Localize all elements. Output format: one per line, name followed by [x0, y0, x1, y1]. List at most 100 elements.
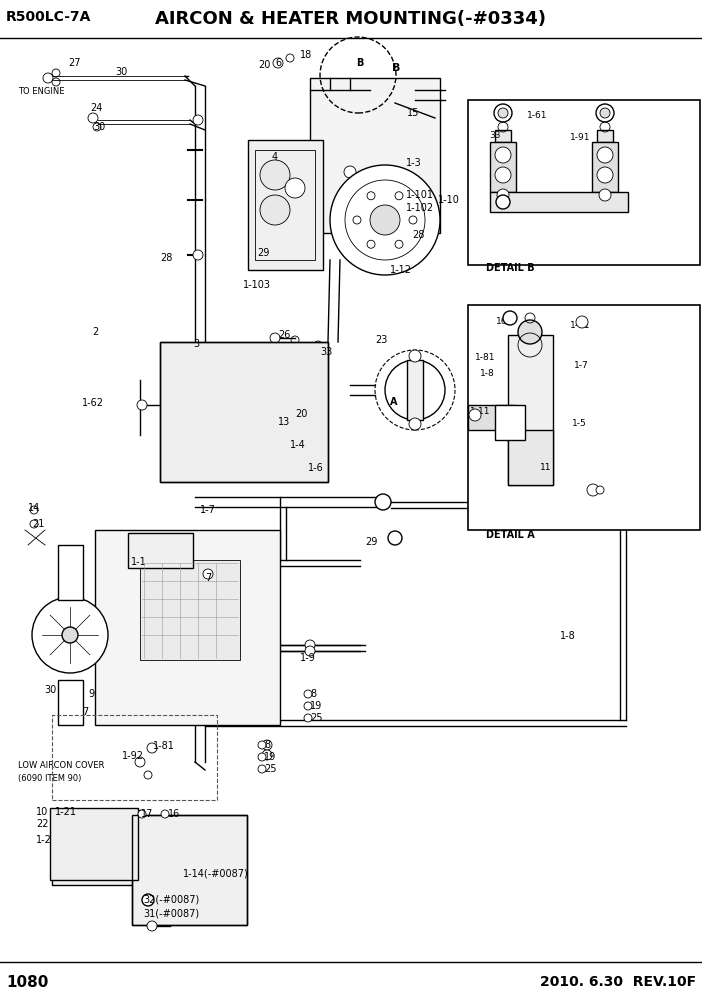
Text: 1-92: 1-92 [122, 751, 144, 761]
Circle shape [599, 189, 611, 201]
Circle shape [304, 702, 312, 710]
Text: 1-61: 1-61 [527, 110, 548, 119]
Text: 1-7: 1-7 [200, 505, 216, 515]
Text: 1-103: 1-103 [243, 280, 271, 290]
Text: 1-8: 1-8 [480, 368, 495, 378]
Circle shape [367, 191, 375, 199]
Bar [52, 715, 217, 800]
Text: 1-9: 1-9 [300, 653, 316, 663]
Text: 28: 28 [160, 253, 173, 263]
Text: (6090 ITEM 90): (6090 ITEM 90) [18, 774, 81, 783]
Text: AIRCON & HEATER MOUNTING(-#0334): AIRCON & HEATER MOUNTING(-#0334) [155, 10, 546, 28]
Bar [592, 142, 618, 192]
Circle shape [161, 810, 169, 818]
Circle shape [43, 73, 53, 83]
Circle shape [494, 104, 512, 122]
Text: 28: 28 [412, 230, 425, 240]
Text: 33: 33 [320, 347, 332, 357]
Circle shape [147, 743, 157, 753]
Text: DETAIL B: DETAIL B [486, 263, 534, 273]
Circle shape [260, 160, 290, 190]
Bar [128, 533, 193, 568]
Circle shape [498, 108, 508, 118]
Text: 3: 3 [193, 339, 199, 349]
Bar [468, 100, 700, 265]
Bar [597, 130, 613, 142]
Text: LOW AIRCON COVER: LOW AIRCON COVER [18, 762, 105, 771]
Bar [95, 530, 280, 725]
Text: 1-14(-#0087): 1-14(-#0087) [183, 868, 249, 878]
Circle shape [597, 167, 613, 183]
Text: 1-81: 1-81 [153, 741, 175, 751]
Circle shape [344, 166, 356, 178]
Text: 30: 30 [93, 122, 105, 132]
Circle shape [258, 765, 266, 773]
Text: 6: 6 [275, 58, 281, 68]
Bar [508, 430, 553, 485]
Circle shape [409, 350, 421, 362]
Text: 16: 16 [168, 809, 180, 819]
Circle shape [375, 494, 391, 510]
Text: 29: 29 [257, 248, 270, 258]
Text: 26: 26 [278, 330, 291, 340]
Circle shape [518, 320, 542, 344]
Text: 19: 19 [264, 752, 277, 762]
Bar [52, 810, 142, 885]
Text: 1-21: 1-21 [55, 807, 77, 817]
Text: 15: 15 [407, 108, 419, 118]
Text: 27: 27 [68, 58, 81, 68]
Bar [495, 130, 511, 142]
Circle shape [596, 104, 614, 122]
Text: 2010. 6.30  REV.10F: 2010. 6.30 REV.10F [540, 975, 696, 989]
Text: 1-3: 1-3 [406, 158, 422, 168]
Text: TO ENGINE: TO ENGINE [18, 87, 65, 96]
Circle shape [469, 409, 481, 421]
Text: B: B [356, 58, 364, 68]
Text: 1-8: 1-8 [560, 631, 576, 641]
Circle shape [597, 147, 613, 163]
Circle shape [587, 484, 599, 496]
Bar [50, 808, 138, 880]
Bar [140, 560, 240, 660]
Text: 7: 7 [205, 573, 211, 583]
Circle shape [30, 520, 38, 528]
Circle shape [142, 894, 154, 906]
Circle shape [345, 180, 425, 260]
Circle shape [30, 506, 38, 514]
Text: R500LC-7A: R500LC-7A [6, 10, 91, 24]
Circle shape [144, 771, 152, 779]
Circle shape [135, 757, 145, 767]
Circle shape [395, 240, 403, 248]
Text: 10: 10 [36, 807, 48, 817]
Text: 7: 7 [82, 707, 88, 717]
Circle shape [137, 400, 147, 410]
Text: 30: 30 [115, 67, 127, 77]
Text: 25: 25 [310, 713, 322, 723]
Text: 8: 8 [310, 689, 316, 699]
Bar [490, 192, 628, 212]
Text: 22: 22 [36, 819, 48, 829]
Circle shape [503, 311, 517, 325]
Circle shape [273, 58, 283, 68]
Circle shape [304, 690, 312, 698]
Text: 13: 13 [278, 417, 290, 427]
Circle shape [258, 753, 266, 761]
Bar [407, 360, 423, 420]
Text: 1-5: 1-5 [572, 420, 587, 429]
Text: 16: 16 [496, 317, 508, 326]
Circle shape [496, 195, 510, 209]
Text: 20: 20 [295, 409, 307, 419]
Text: 4: 4 [272, 152, 278, 162]
Circle shape [262, 750, 272, 760]
Text: B: B [392, 63, 400, 73]
Text: 9: 9 [88, 689, 94, 699]
Text: 20: 20 [258, 60, 270, 70]
Bar [310, 78, 440, 233]
Text: 25: 25 [264, 764, 277, 774]
Circle shape [409, 418, 421, 430]
Circle shape [367, 240, 375, 248]
Text: 2: 2 [92, 327, 98, 337]
Text: 1-62: 1-62 [82, 398, 104, 408]
Bar [160, 342, 328, 482]
Circle shape [285, 178, 305, 198]
